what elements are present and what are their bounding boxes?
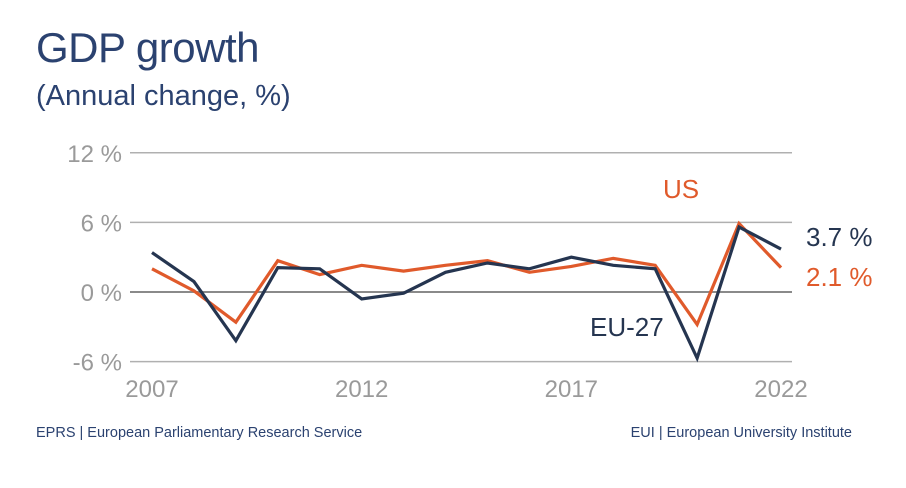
series-label-us: US — [663, 174, 699, 204]
source-eprs: EPRS | European Parliamentary Research S… — [36, 425, 363, 441]
x-tick-label: 2012 — [335, 376, 388, 403]
end-value-eu27: 3.7 % — [806, 222, 873, 252]
chart-subtitle: (Annual change, %) — [36, 80, 291, 112]
series-label-eu27: EU-27 — [590, 312, 664, 342]
x-tick-label: 2022 — [754, 376, 807, 403]
source-eui: EUI | European University Institute — [630, 425, 852, 441]
x-tick-label: 2007 — [125, 376, 178, 403]
y-tick-label: 6 % — [81, 210, 122, 237]
y-tick-label: 12 % — [67, 141, 122, 168]
x-tick-label: 2017 — [545, 376, 598, 403]
chart-title: GDP growth — [36, 24, 260, 71]
series-line-us — [151, 220, 783, 328]
end-value-us: 2.1 % — [806, 262, 873, 292]
y-tick-label: -6 % — [73, 350, 122, 377]
y-tick-label: 0 % — [81, 280, 122, 307]
series-line-eu-27 — [151, 224, 782, 363]
